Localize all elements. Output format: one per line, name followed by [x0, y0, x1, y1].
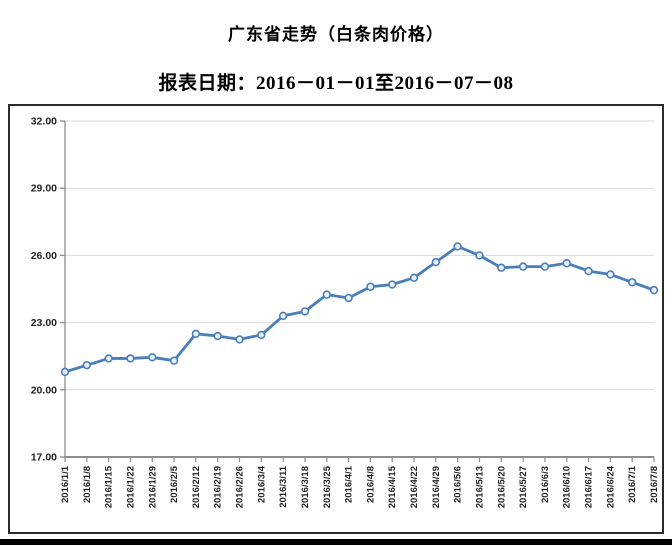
x-axis-label: 2016/6/3	[540, 466, 551, 503]
report-date-range: 报表日期：2016－01－01至2016－07－08	[158, 73, 514, 94]
data-point-marker	[497, 263, 506, 272]
data-point-marker	[213, 331, 222, 341]
x-axis-label: 2016/6/24	[605, 465, 616, 508]
x-axis-label: 2016/7/1	[627, 465, 638, 503]
x-axis-label: 2016/5/6	[453, 466, 464, 503]
data-point-marker	[649, 285, 659, 295]
data-point-marker	[148, 353, 157, 362]
x-axis-label: 2016/5/27	[518, 466, 529, 508]
x-axis-label: 2016/6/17	[584, 466, 595, 508]
x-axis-label: 2016/6/10	[562, 466, 573, 508]
data-point-marker	[518, 262, 528, 271]
x-axis-label: 2016/5/13	[474, 466, 485, 508]
x-axis-label: 2016/3/4	[256, 465, 267, 503]
x-axis-label: 2016/1/22	[125, 466, 136, 508]
x-axis-label: 2016/4/22	[409, 466, 420, 508]
x-axis-label: 2016/7/8	[649, 466, 660, 503]
y-axis-label: 32.00	[31, 116, 57, 128]
line-chart-container: 32.00 29.00 26.00 23.00 20.00 17.00 2016/1/1 20…	[8, 104, 664, 534]
data-point-marker	[278, 311, 288, 321]
x-axis-label: 2016/2/12	[191, 466, 202, 508]
x-axis-label: 2016/2/5	[169, 465, 180, 503]
data-point-marker	[322, 290, 331, 299]
x-axis-label: 2016/4/1	[344, 465, 355, 503]
price-line	[63, 245, 656, 374]
x-axis-label: 2016/1/15	[104, 465, 115, 508]
x-axis-label: 2016/3/18	[300, 466, 311, 508]
data-point-marker	[388, 280, 397, 289]
x-axis-label: 2016/4/15	[387, 465, 398, 508]
data-point-marker	[540, 262, 550, 271]
data-point-marker	[475, 251, 484, 260]
y-axis-label: 23.00	[31, 317, 57, 329]
x-axis-label: 2016/1/8	[82, 466, 93, 503]
x-axis-label: 2016/4/29	[431, 466, 442, 508]
x-axis-label: 2016/4/8	[365, 466, 376, 503]
data-point-marker	[191, 329, 201, 339]
x-axis-label: 2016/3/11	[278, 465, 289, 507]
data-point-marker	[431, 257, 441, 267]
bottom-divider	[0, 539, 672, 545]
y-axis-label: 17.00	[31, 452, 57, 464]
x-axis-label: 2016/1/29	[147, 466, 158, 508]
x-axis-label: 2016/3/25	[322, 465, 333, 508]
y-axis-label: 20.00	[31, 384, 57, 396]
data-point-marker	[235, 335, 244, 344]
x-axis-label: 2016/2/19	[213, 466, 224, 508]
x-axis-label: 2016/5/20	[496, 466, 507, 508]
data-point-marker	[409, 273, 419, 283]
data-point-marker	[126, 354, 135, 363]
x-axis-label: 2016/1/1	[60, 465, 71, 503]
data-point-marker	[606, 270, 615, 279]
y-axis-label: 29.00	[31, 183, 57, 195]
data-point-marker	[366, 282, 375, 291]
data-point-marker	[562, 259, 571, 268]
data-point-marker	[453, 242, 462, 251]
data-point-marker	[584, 266, 593, 276]
data-point-marker	[169, 356, 179, 365]
x-axis-label: 2016/2/26	[235, 466, 246, 508]
data-point-marker	[344, 293, 353, 303]
data-point-marker	[300, 307, 310, 316]
data-point-marker	[257, 330, 266, 340]
data-point-marker	[60, 367, 70, 377]
data-point-marker	[627, 278, 637, 287]
data-point-marker	[104, 354, 113, 363]
chart-title: 广东省走势（白条肉价格）	[228, 25, 444, 44]
data-point-marker	[82, 360, 92, 370]
y-axis-label: 26.00	[31, 250, 57, 262]
